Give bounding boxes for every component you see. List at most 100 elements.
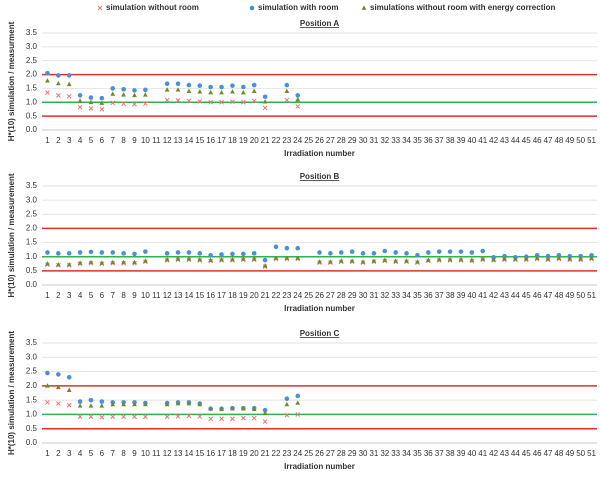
x-tick-label: 40: [467, 291, 476, 300]
x-tick-label: 43: [500, 291, 509, 300]
data-point: [284, 255, 290, 260]
data-point: [186, 98, 192, 104]
x-tick-label: 31: [369, 136, 378, 145]
y-axis-title: H*(10) simulation / measurement: [7, 173, 16, 297]
data-point: [56, 251, 61, 256]
x-tick-label: 44: [511, 136, 520, 145]
data-point: [197, 251, 203, 256]
x-tick-label: 37: [435, 449, 444, 458]
data-point: [328, 251, 333, 256]
x-tick-label: 23: [282, 136, 291, 145]
data-point: [45, 261, 50, 266]
x-tick-label: 24: [293, 291, 302, 300]
y-tick-label: 3.0: [26, 352, 38, 361]
data-point: [66, 73, 72, 78]
x-tick-label: 29: [348, 136, 357, 145]
x-tick-label: 11: [152, 449, 161, 458]
data-point: [567, 256, 573, 261]
data-point: [99, 403, 105, 408]
x-tick-label: 34: [402, 291, 411, 300]
data-point: [164, 414, 170, 420]
x-tick-label: 26: [315, 291, 324, 300]
x-tick-label: 7: [111, 291, 116, 300]
data-point: [66, 402, 72, 408]
data-point: [132, 259, 137, 265]
data-point: [338, 250, 344, 255]
data-point: [55, 401, 61, 406]
y-tick-label: 1.0: [26, 410, 38, 419]
data-point: [295, 93, 301, 98]
x-tick-label: 30: [359, 449, 368, 458]
data-point: [415, 253, 420, 258]
x-tick-label: 46: [533, 291, 542, 300]
x-tick-label: 41: [478, 449, 487, 458]
x-tick-label: 34: [402, 136, 411, 145]
y-tick-label: 2.0: [26, 381, 38, 390]
data-point: [45, 370, 50, 376]
data-point: [251, 256, 257, 261]
data-point: [262, 263, 268, 268]
data-point: [317, 259, 322, 264]
y-tick-label: 1.5: [26, 395, 38, 404]
data-point: [523, 256, 529, 261]
x-tick-label: 12: [163, 291, 172, 300]
x-tick-label: 41: [478, 136, 487, 145]
data-point: [251, 406, 257, 412]
data-point: [88, 414, 94, 420]
data-point: [110, 86, 116, 91]
x-tick-label: 18: [228, 291, 237, 300]
x-tick-label: 5: [89, 449, 94, 458]
x-axis-title: Irradiation number: [284, 149, 355, 158]
x-tick-label: 2: [56, 136, 61, 145]
data-point: [251, 415, 257, 421]
data-point: [45, 90, 50, 95]
data-point: [77, 104, 83, 110]
x-tick-label: 14: [184, 136, 193, 145]
x-tick-label: 21: [261, 291, 270, 300]
y-tick-label: 0.5: [26, 111, 38, 120]
data-point: [55, 93, 61, 98]
data-point: [88, 249, 94, 255]
data-point: [240, 256, 246, 261]
data-point: [230, 416, 235, 422]
x-tick-label: 13: [174, 449, 183, 458]
data-point: [262, 419, 268, 424]
data-point: [295, 400, 301, 405]
data-point: [186, 400, 192, 406]
data-point: [142, 401, 148, 407]
data-point: [66, 93, 72, 99]
x-tick-label: 1: [45, 136, 50, 145]
data-point: [164, 256, 170, 262]
data-point: [197, 414, 203, 419]
x-tick-label: 44: [511, 449, 520, 458]
data-point: [175, 400, 181, 406]
x-tick-label: 38: [446, 291, 455, 300]
y-tick-label: 1.0: [26, 97, 38, 106]
x-tick-label: 8: [121, 136, 126, 145]
data-point: [567, 253, 573, 259]
x-tick-label: 48: [554, 136, 563, 145]
x-tick-label: 27: [326, 136, 335, 145]
data-point: [360, 259, 366, 264]
chart-title: Position C: [300, 329, 340, 338]
x-tick-label: 45: [522, 449, 531, 458]
data-point: [480, 256, 486, 261]
data-point: [219, 89, 224, 95]
data-point: [382, 248, 388, 254]
x-tick-label: 21: [261, 136, 270, 145]
data-point: [132, 92, 137, 98]
x-tick-label: 23: [282, 449, 291, 458]
data-point: [425, 257, 431, 262]
x-tick-label: 18: [228, 449, 237, 458]
data-point: [262, 105, 268, 111]
data-point: [175, 256, 181, 261]
data-point: [284, 88, 290, 93]
data-point: [241, 84, 246, 90]
x-tick-label: 42: [489, 136, 498, 145]
data-point: [240, 89, 246, 95]
data-point: [230, 251, 235, 257]
data-point: [197, 99, 203, 104]
x-tick-label: 38: [446, 136, 455, 145]
x-tick-label: 9: [132, 136, 137, 145]
data-point: [77, 250, 83, 255]
